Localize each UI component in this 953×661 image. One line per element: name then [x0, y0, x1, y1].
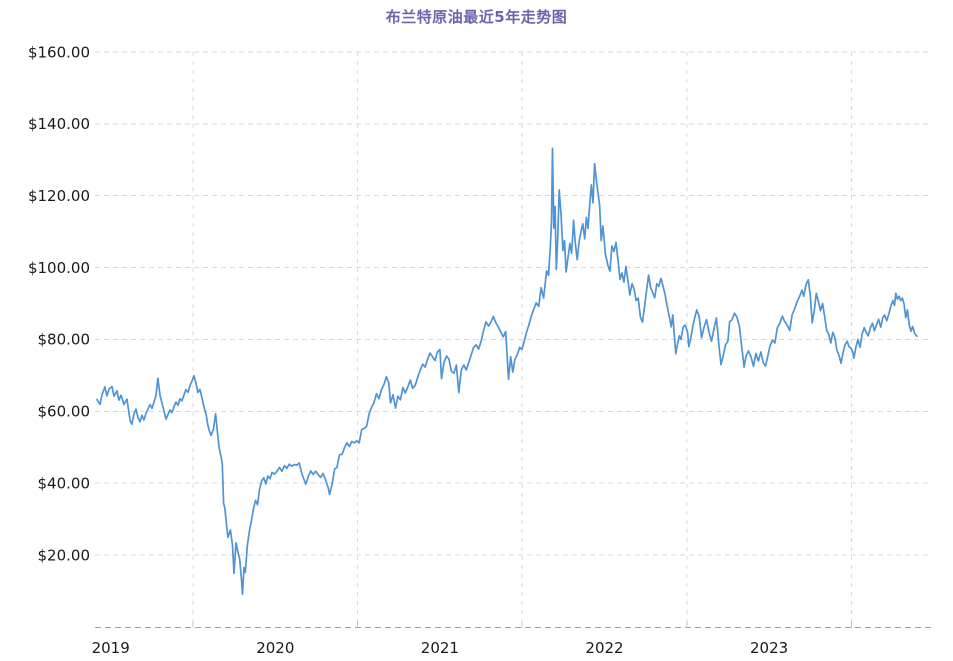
x-axis-label: 2023: [750, 639, 788, 657]
y-axis-label: $20.00: [38, 546, 91, 564]
x-axis-label: 2022: [585, 639, 623, 657]
x-axis-label: 2021: [421, 639, 459, 657]
y-axis-label: $120.00: [28, 187, 90, 205]
chart-title: 布兰特原油最近5年走势图: [385, 8, 568, 26]
y-axis-label: $100.00: [28, 259, 90, 277]
y-axis-label: $60.00: [38, 403, 91, 421]
y-axis-label: $140.00: [28, 115, 90, 133]
x-axis-label: 2020: [256, 639, 294, 657]
y-axis-label: $80.00: [38, 331, 91, 349]
y-axis-label: $40.00: [38, 474, 91, 492]
x-axis-label: 2019: [92, 639, 130, 657]
y-axis-label: $160.00: [28, 43, 90, 61]
price-line: [96, 147, 918, 596]
